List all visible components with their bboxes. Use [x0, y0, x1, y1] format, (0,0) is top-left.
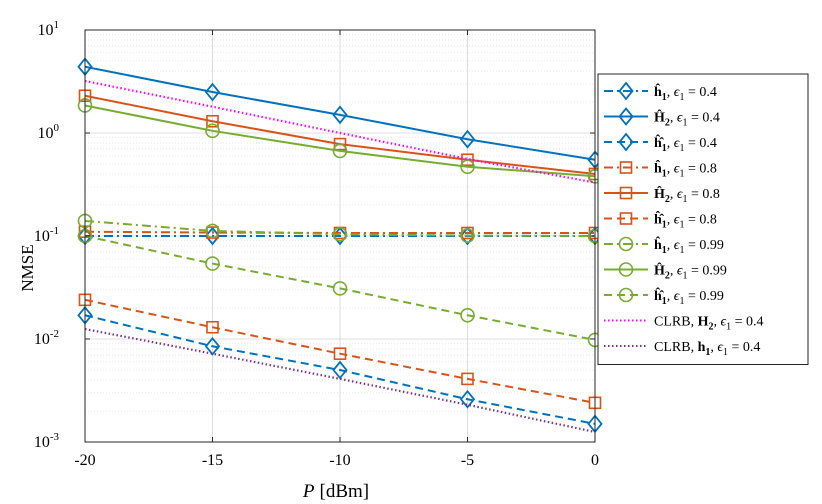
x-tick-label: -10 — [329, 452, 350, 469]
x-tick-label: -5 — [461, 452, 474, 469]
grid — [84, 29, 596, 443]
legend-swatch-marker — [619, 212, 633, 225]
legend-entry: ĥ1, ϵ1 = 0.4 — [604, 81, 717, 103]
data-point — [461, 372, 474, 386]
legend-entry: ĥ1, ϵ1 = 0.99 — [604, 235, 724, 256]
legend: ĥ1, ϵ1 = 0.4 Ĥ2, ϵ1 = 0.4 ĥ̂1, ϵ1 = 0.4 ĥ1,… — [597, 73, 809, 365]
series-line — [84, 79, 596, 184]
series-line — [84, 219, 596, 237]
legend-swatch-marker — [618, 81, 634, 101]
series-line — [84, 314, 596, 425]
data-point — [461, 153, 474, 167]
series-H2hat_rho0.99 — [77, 98, 603, 184]
data-point — [205, 123, 220, 139]
data-point — [204, 82, 221, 102]
legend-label: CLRB, h1, ϵ1 = 0.4 — [654, 340, 760, 358]
axis-ticks: -20 -15 -10 -5 0 10-3 10-2 10-1 100 101 — [34, 19, 599, 469]
legend-label: ĥ̂1, ϵ1 = 0.4 — [654, 133, 717, 154]
legend-label: ĥ̂1, ϵ1 = 0.99 — [654, 286, 724, 307]
legend-label: ĥ1, ϵ1 = 0.8 — [654, 159, 717, 180]
data-point — [332, 105, 348, 125]
legend-entry: ĥ1, ϵ1 = 0.8 — [604, 159, 717, 180]
legend-swatch-marker — [618, 132, 634, 152]
series-line — [84, 327, 596, 434]
data-point — [333, 137, 347, 151]
data-point — [204, 336, 221, 356]
y-tick-label: 10-2 — [34, 328, 59, 348]
legend-label: Ĥ2, ϵ1 = 0.99 — [654, 262, 727, 282]
data-point — [205, 256, 220, 271]
data-point — [460, 228, 475, 243]
series-line — [84, 230, 595, 234]
y-axis-label: NMSE — [18, 244, 37, 291]
data-point — [333, 347, 347, 360]
legend-entry: Ĥ2, ϵ1 = 0.8 — [604, 185, 720, 205]
x-axis-label: P [dBm] — [302, 481, 369, 502]
legend-entry: CLRB, h1, ϵ1 = 0.4 — [604, 340, 760, 358]
legend-swatch-marker — [618, 262, 634, 277]
legend-entry: Ĥ2, ϵ1 = 0.99 — [604, 262, 727, 282]
data-point — [460, 307, 475, 323]
x-axis-symbol: P — [302, 481, 315, 502]
legend-swatch-marker — [618, 287, 634, 303]
legend-swatch-marker — [618, 236, 634, 252]
legend-label: ĥ̂1, ϵ1 = 0.8 — [654, 210, 717, 231]
series-line — [84, 298, 596, 404]
data-point — [205, 223, 220, 239]
series-line — [84, 65, 596, 161]
data-point — [459, 129, 476, 149]
legend-label: ĥ1, ϵ1 = 0.4 — [654, 82, 717, 103]
legend-entry: Ĥ2, ϵ1 = 0.4 — [604, 107, 720, 129]
data-point — [459, 389, 476, 409]
x-tick-label: -15 — [202, 452, 223, 469]
data-point — [204, 226, 221, 246]
y-tick-label: 100 — [38, 122, 60, 142]
legend-entry: CLRB, H2, ϵ1 = 0.4 — [604, 315, 764, 333]
x-tick-label: 0 — [591, 452, 599, 469]
legend-label: Ĥ2, ϵ1 = 0.8 — [654, 185, 720, 205]
series-CLRB_h1 — [84, 327, 596, 434]
series-line — [84, 235, 596, 341]
legend-entry: ĥ̂1, ϵ1 = 0.4 — [604, 132, 717, 154]
legend-label: CLRB, H2, ϵ1 = 0.4 — [654, 315, 764, 333]
x-axis-unit: [dBm] — [320, 481, 370, 502]
data-point — [332, 281, 348, 296]
data-point — [332, 226, 348, 242]
legend-swatch-marker — [619, 161, 633, 174]
legend-entry: ĥ̂1, ϵ1 = 0.8 — [604, 210, 717, 231]
y-tick-label: 101 — [38, 19, 60, 39]
series-line — [84, 104, 596, 178]
data-point — [206, 114, 219, 128]
legend-swatch-marker — [619, 186, 633, 200]
legend-label: Ĥ2, ϵ1 = 0.4 — [654, 109, 720, 129]
legend-label: ĥ1, ϵ1 = 0.99 — [654, 235, 724, 256]
y-tick-label: 10-3 — [34, 431, 60, 451]
legend-entry: ĥ̂1, ϵ1 = 0.99 — [604, 286, 724, 307]
data-point — [460, 159, 475, 175]
y-tick-label: 10-1 — [34, 225, 59, 245]
data-point — [332, 143, 348, 159]
data-point — [332, 360, 348, 380]
legend-swatch-marker — [618, 107, 634, 126]
x-tick-label: -20 — [74, 452, 95, 469]
series-CLRB_H2 — [84, 79, 596, 184]
data-point — [206, 320, 219, 334]
